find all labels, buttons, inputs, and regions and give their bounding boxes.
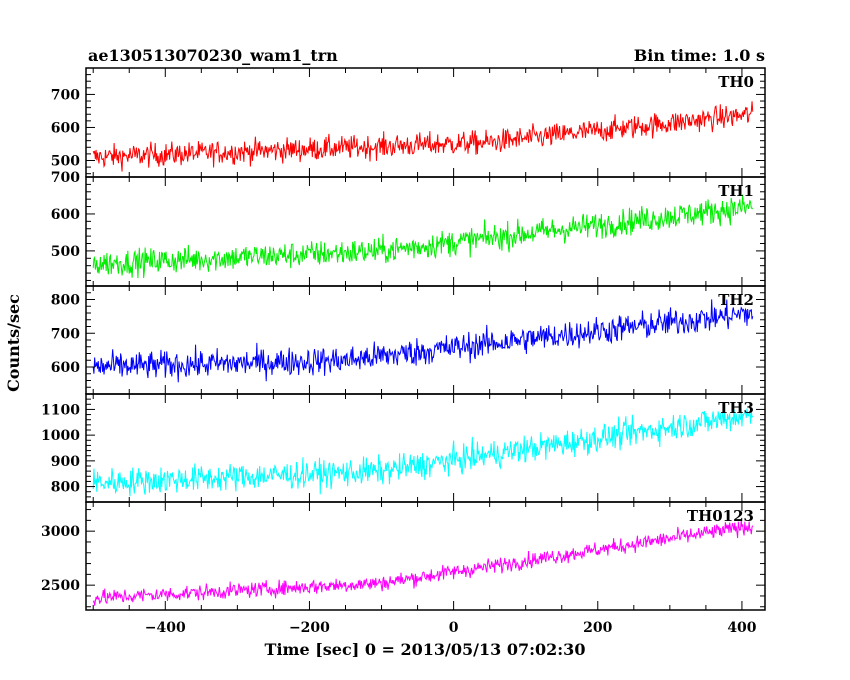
series-line-th1 — [92, 194, 754, 279]
series-label: TH2 — [718, 291, 754, 309]
bin-time-label: Bin time: 1.0 s — [634, 46, 765, 65]
y-tick-label: 600 — [51, 120, 80, 136]
y-tick-label: 600 — [51, 207, 80, 223]
y-tick-label: 2500 — [41, 578, 80, 594]
y-tick-label: 700 — [51, 326, 80, 342]
panels: 500 600 700 TH0 500 600 700 TH1 600 700 800 TH2 800 9… — [41, 67, 766, 636]
panel-th0: 500 600 700 TH0 — [51, 67, 766, 178]
series-label: TH0 — [718, 73, 754, 91]
x-tick-label: 200 — [583, 620, 612, 636]
chart-title: ae130513070230_wam1_trn — [88, 46, 338, 65]
y-tick-label: 600 — [51, 360, 80, 376]
y-tick-label: 700 — [51, 87, 80, 103]
x-axis-label: Time [sec] 0 = 2013/05/13 07:02:30 — [265, 640, 586, 659]
x-tick-label: 0 — [449, 620, 459, 636]
panel-frame — [85, 176, 766, 287]
series-label: TH0123 — [687, 507, 754, 525]
y-axis-label: Counts/sec — [4, 294, 23, 392]
series-line-th2 — [92, 299, 754, 383]
y-tick-label: 500 — [51, 244, 80, 260]
y-tick-label: 3000 — [41, 524, 80, 540]
y-tick-label: 1100 — [41, 402, 80, 418]
series-label: TH3 — [718, 399, 754, 417]
series-line-th0 — [92, 101, 754, 172]
y-tick-label: 900 — [51, 454, 80, 470]
series-line-th0123 — [92, 520, 754, 606]
y-tick-label: 700 — [51, 170, 80, 186]
panel-th1: 500 600 700 TH1 — [51, 170, 766, 287]
y-tick-label: 1000 — [41, 428, 80, 444]
y-tick-label: 800 — [51, 293, 80, 309]
y-tick-label: 800 — [51, 480, 80, 496]
panel-frame — [85, 285, 766, 395]
x-tick-label: −200 — [289, 620, 330, 636]
x-tick-label: −400 — [145, 620, 186, 636]
panel-th0123: 2500 3000 TH0123 — [41, 501, 766, 611]
panel-th2: 600 700 800 TH2 — [51, 285, 766, 395]
y-tick-label: 500 — [51, 153, 80, 169]
panel-frame — [85, 501, 766, 611]
panel-th3: 800 900 1000 1100 TH3 — [41, 393, 766, 503]
series-line-th3 — [92, 408, 754, 497]
x-tick-label: 400 — [727, 620, 756, 636]
series-label: TH1 — [718, 182, 754, 200]
